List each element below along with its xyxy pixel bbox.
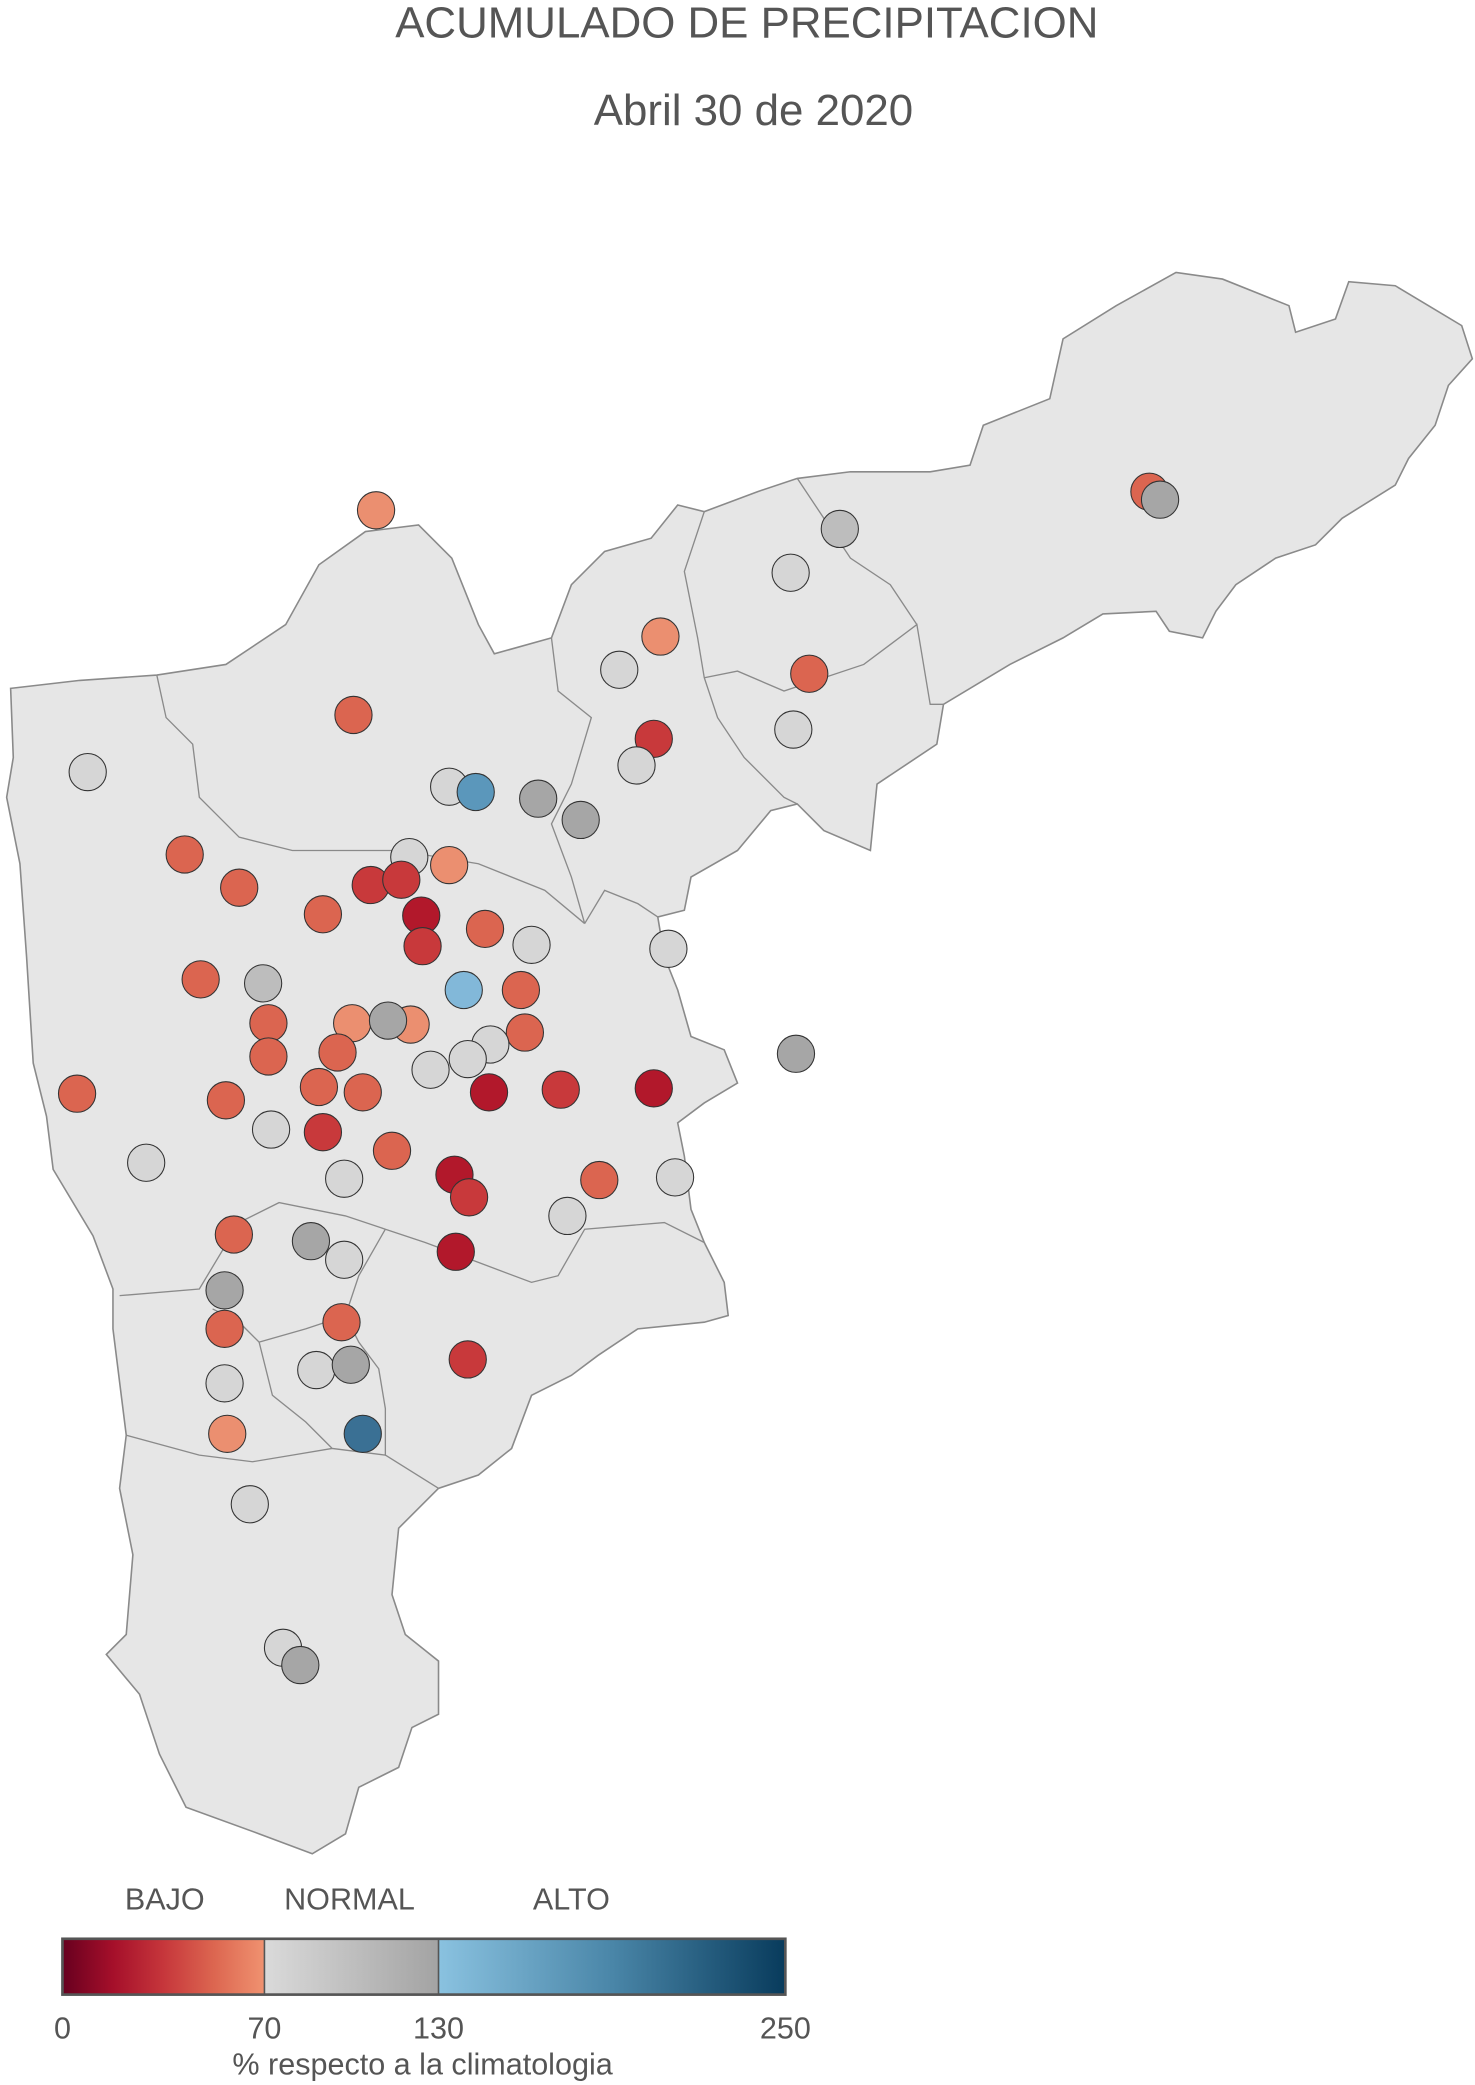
legend-class-bajo: BAJO — [125, 1883, 205, 1917]
station-marker — [469, 1073, 509, 1112]
station-marker — [448, 1039, 487, 1079]
station-marker — [790, 654, 829, 693]
legend-bar-low — [62, 1938, 265, 1995]
station-marker — [403, 927, 442, 966]
legend-tick-130: 130 — [413, 2011, 464, 2045]
station-marker — [57, 1074, 97, 1113]
station-marker — [325, 1159, 364, 1198]
station-marker — [181, 960, 220, 999]
station-marker — [205, 1271, 244, 1310]
station-marker — [334, 695, 373, 735]
station-marker — [368, 1001, 408, 1040]
station-marker — [343, 1414, 382, 1453]
legend: BAJO NORMAL ALTO 0 70 130 250 % respecto… — [54, 1883, 811, 2082]
station-marker — [214, 1215, 254, 1254]
legend-class-alto: ALTO — [533, 1883, 610, 1917]
station-marker — [1140, 480, 1180, 519]
station-marker — [303, 895, 343, 934]
station-marker — [501, 970, 541, 1010]
municipal-borders — [119, 478, 944, 1489]
station-marker — [655, 1158, 695, 1197]
station-marker — [600, 650, 639, 689]
station-marker — [243, 964, 283, 1003]
station-marker — [617, 746, 656, 785]
station-marker — [249, 1004, 288, 1043]
station-marker — [205, 1364, 244, 1403]
station-marker — [297, 1350, 336, 1390]
legend-axis-label: % respecto a la climatologia — [232, 2047, 612, 2081]
legend-tick-70: 70 — [247, 2011, 281, 2045]
station-marker — [220, 868, 259, 907]
map-title: ACUMULADO DE PRECIPITACION — [395, 0, 1098, 47]
station-marker — [230, 1485, 269, 1524]
station-marker — [512, 925, 551, 964]
station-marker — [303, 1113, 343, 1152]
station-marker — [205, 1309, 244, 1348]
station-marker — [127, 1143, 166, 1182]
station-marker — [206, 1081, 246, 1120]
station-marker — [561, 800, 600, 840]
legend-bar-normal — [264, 1938, 439, 1995]
station-marker — [325, 1240, 364, 1279]
legend-tick-250: 250 — [760, 2011, 811, 2045]
station-marker — [208, 1414, 247, 1453]
station-marker — [774, 710, 813, 749]
station-marker — [541, 1070, 580, 1109]
station-marker — [465, 909, 505, 949]
station-marker — [281, 1645, 320, 1685]
station-marker — [448, 1340, 487, 1379]
station-marker — [372, 1131, 412, 1170]
station-marker — [505, 1013, 545, 1052]
station-marker — [548, 1196, 587, 1236]
station-marker — [456, 772, 495, 812]
station-marker — [641, 617, 680, 656]
legend-bar-frame — [61, 1937, 787, 1996]
station-marker — [411, 1050, 450, 1089]
station-marker — [356, 491, 396, 530]
station-marker — [634, 1069, 673, 1108]
station-marker — [436, 1232, 475, 1271]
station-marker — [776, 1034, 816, 1073]
station-marker — [580, 1160, 619, 1200]
map-subtitle: Abril 30 de 2020 — [594, 86, 913, 135]
legend-tick-0: 0 — [54, 2011, 71, 2045]
station-marker — [519, 779, 558, 818]
station-marker — [649, 929, 688, 968]
station-marker — [165, 835, 204, 874]
station-marker — [251, 1110, 291, 1149]
station-marker — [291, 1222, 331, 1261]
station-marker — [820, 509, 859, 549]
station-marker — [771, 553, 810, 592]
station-marker — [331, 1345, 370, 1384]
station-marker — [318, 1033, 357, 1072]
region-outline — [5, 271, 1474, 1855]
station-layer — [57, 472, 1180, 1685]
station-marker — [430, 845, 469, 885]
legend-class-normal: NORMAL — [284, 1883, 415, 1917]
station-marker — [343, 1073, 382, 1112]
station-marker — [68, 752, 107, 792]
station-marker — [382, 860, 421, 899]
station-marker — [444, 970, 483, 1010]
station-marker — [449, 1178, 489, 1217]
legend-bar-high — [438, 1938, 786, 1995]
station-marker — [299, 1067, 339, 1107]
station-marker — [249, 1037, 288, 1076]
station-marker — [322, 1303, 361, 1342]
